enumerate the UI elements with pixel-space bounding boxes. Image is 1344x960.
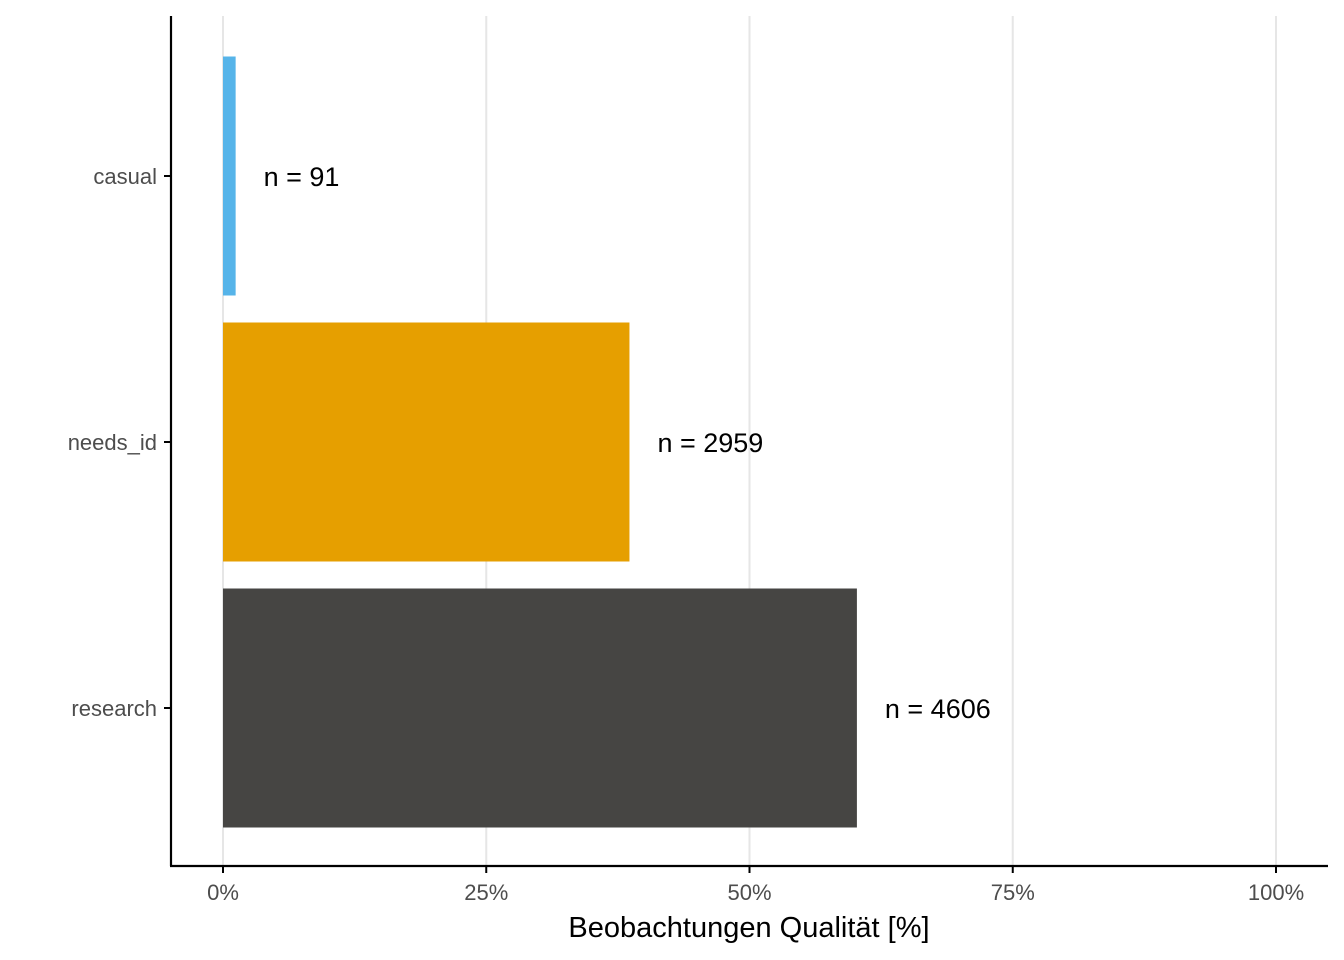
x-tick-label: 75% (991, 880, 1035, 905)
bar-needs_id (223, 322, 630, 562)
bar-casual (223, 56, 236, 296)
data-label-casual: n = 91 (264, 162, 340, 192)
data-label-research: n = 4606 (885, 694, 991, 724)
x-axis-title: Beobachtungen Qualität [%] (568, 912, 929, 944)
data-labels: n = 91 n = 2959 n = 4606 (264, 162, 991, 724)
y-tick-label: needs_id (68, 430, 157, 455)
y-tick-label: research (71, 696, 157, 721)
y-tick-label: casual (93, 164, 157, 189)
ticks: 0% 25% 50% 75% 100% casual needs_id research (68, 164, 1304, 905)
x-tick-label: 25% (464, 880, 508, 905)
bars (223, 56, 857, 828)
bar-research (223, 588, 857, 828)
data-label-needs_id: n = 2959 (657, 428, 763, 458)
x-tick-label: 100% (1248, 880, 1304, 905)
x-tick-label: 0% (207, 880, 239, 905)
x-tick-label: 50% (727, 880, 771, 905)
